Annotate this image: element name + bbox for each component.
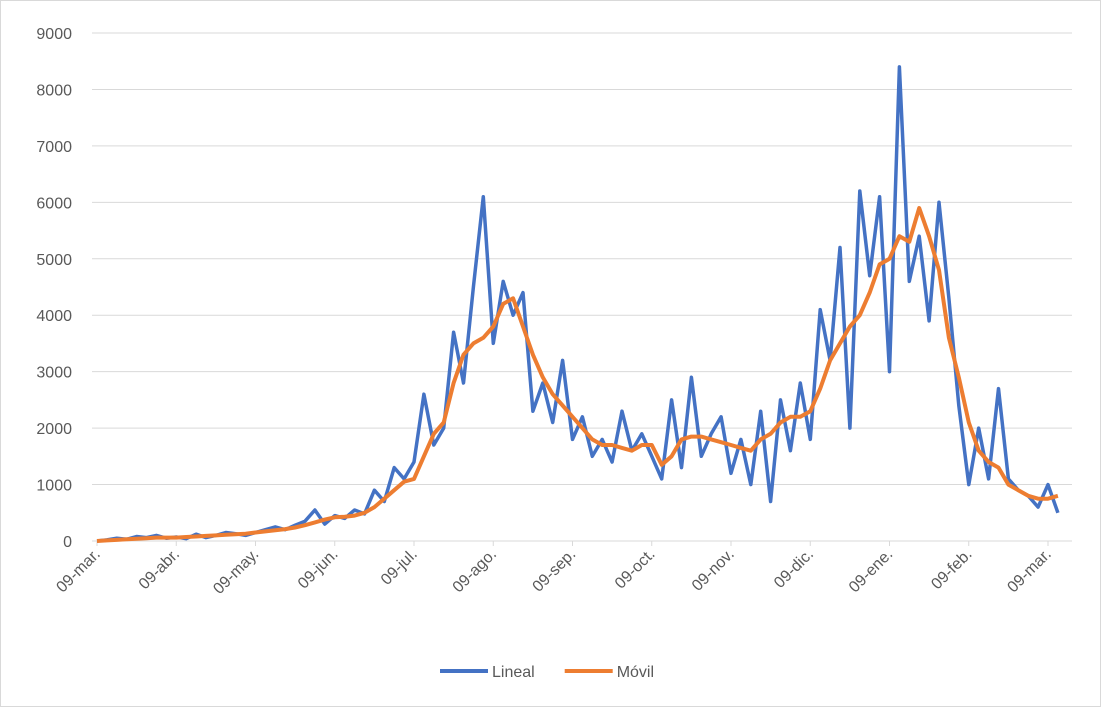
y-tick-label: 9000 bbox=[36, 26, 72, 43]
series-line bbox=[96, 206, 1059, 543]
y-tick-label: 7000 bbox=[36, 139, 72, 156]
y-tick-label: 0 bbox=[63, 534, 72, 551]
y-tick-label: 4000 bbox=[36, 308, 72, 325]
y-tick-label: 8000 bbox=[36, 82, 72, 99]
y-tick-label: 2000 bbox=[36, 421, 72, 438]
legend-label: Lineal bbox=[492, 664, 535, 681]
y-tick-label: 3000 bbox=[36, 365, 72, 382]
y-tick-label: 5000 bbox=[36, 252, 72, 269]
y-tick-label: 1000 bbox=[36, 478, 72, 495]
legend-label: Móvil bbox=[617, 664, 654, 681]
y-tick-label: 6000 bbox=[36, 195, 72, 212]
